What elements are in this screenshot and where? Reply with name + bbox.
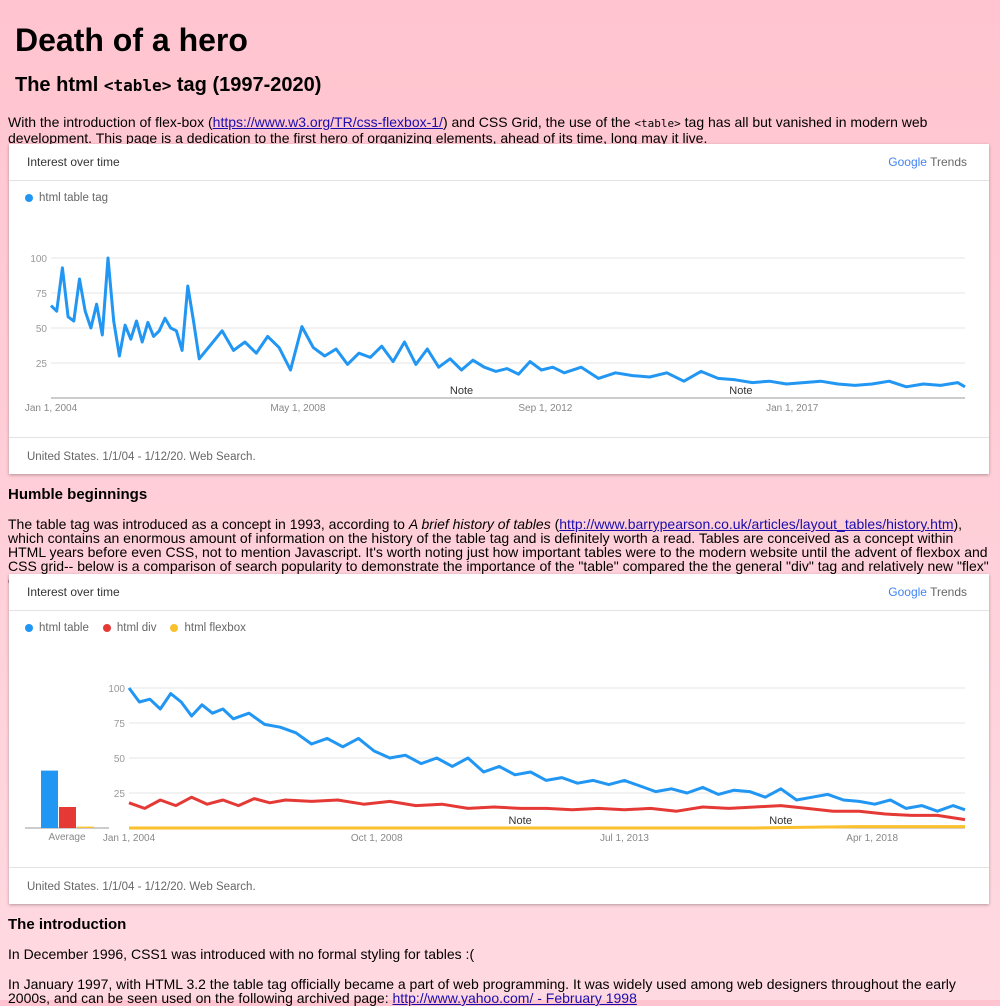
- legend-label: html table: [39, 622, 89, 634]
- legend-dot-icon: [102, 624, 111, 632]
- chart-1-plot[interactable]: 25 50 75 100 Jan 1, 2004 May 1, 2008 Sep 1, 20…: [9, 218, 989, 478]
- legend-label: html flexbox: [184, 622, 246, 634]
- intro-text: With the introduction of flex-box (: [8, 114, 213, 130]
- x-tick-label: Sep 1, 2012: [518, 403, 572, 414]
- card-header: Interest over time Google Trends: [9, 144, 989, 181]
- card-footer: United States. 1/1/04 - 1/12/20. Web Sea…: [9, 867, 989, 904]
- intro-text: tag has all but vanished in modern web d…: [8, 114, 928, 146]
- legend-item[interactable]: html flexbox: [170, 622, 246, 634]
- legend-item[interactable]: html table: [25, 622, 89, 634]
- trends-wordmark: Trends: [930, 585, 967, 599]
- card-header: Interest over time Google Trends: [9, 574, 989, 611]
- legend-dot-icon: [25, 194, 33, 202]
- y-tick-label: 100: [108, 684, 125, 695]
- x-tick-label: Jul 1, 2013: [600, 833, 649, 844]
- legend-label: html table tag: [39, 192, 109, 204]
- trends-card-1: Interest over time Google Trends html ta…: [9, 144, 989, 474]
- x-tick-label: Apr 1, 2018: [846, 833, 898, 844]
- page-subtitle: The html <table> tag (1997-2020): [15, 74, 321, 97]
- legend-item[interactable]: html div: [102, 622, 157, 634]
- introduction-paragraph-2: In January 1997, with HTML 3.2 the table…: [8, 977, 993, 1005]
- card-footer-text: United States. 1/1/04 - 1/12/20. Web Sea…: [27, 451, 256, 463]
- legend-item[interactable]: html table tag: [25, 192, 108, 204]
- yahoo-archive-link[interactable]: http://www.yahoo.com/ - February 1998: [392, 990, 637, 1006]
- average-bar: [41, 770, 58, 828]
- average-label: Average: [48, 832, 86, 843]
- google-wordmark: Google: [888, 155, 927, 169]
- card-title: Interest over time: [27, 585, 120, 599]
- y-tick-label: 100: [30, 254, 47, 265]
- google-trends-logo[interactable]: Google Trends: [888, 155, 967, 169]
- chart-2-plot[interactable]: 25 50 75 100 Jan 1, 2004 Oct 1, 2008 Jul 1, 20…: [9, 648, 989, 908]
- section-heading-humble: Humble beginnings: [8, 486, 148, 503]
- average-bar: [77, 826, 94, 828]
- subtitle-code: <table>: [103, 76, 172, 95]
- series-line: [128, 795, 966, 822]
- humble-text: The table tag was introduced as a concep…: [8, 516, 409, 532]
- flexbox-spec-link[interactable]: https://www.w3.org/TR/css-flexbox-1/: [212, 114, 443, 130]
- page-title: Death of a hero: [15, 22, 248, 58]
- section-heading-introduction: The introduction: [8, 916, 127, 933]
- note-annotation: Note: [450, 385, 473, 397]
- x-tick-label: Jan 1, 2017: [766, 403, 819, 414]
- card-title: Interest over time: [27, 155, 120, 169]
- chart-legend: html table html div html flexbox: [25, 622, 246, 634]
- intro-text: ) and CSS Grid, the use of the: [442, 114, 635, 130]
- x-tick-label: Jan 1, 2004: [25, 403, 78, 414]
- x-tick-label: Jan 1, 2004: [103, 833, 156, 844]
- note-annotation: Note: [769, 815, 792, 827]
- average-bar: [59, 807, 76, 828]
- history-link[interactable]: http://www.barrypearson.co.uk/articles/l…: [559, 516, 954, 532]
- card-footer-text: United States. 1/1/04 - 1/12/20. Web Sea…: [27, 881, 256, 893]
- subtitle-text-pre: The html: [15, 74, 104, 96]
- book-title: A brief history of tables: [408, 516, 551, 532]
- humble-text: (: [550, 516, 560, 532]
- card-footer: United States. 1/1/04 - 1/12/20. Web Sea…: [9, 437, 989, 474]
- y-tick-label: 75: [36, 289, 48, 300]
- legend-dot-icon: [170, 624, 179, 632]
- note-annotation: Note: [729, 385, 752, 397]
- humble-paragraph: The table tag was introduced as a concep…: [8, 517, 993, 587]
- y-tick-label: 25: [36, 359, 48, 370]
- series-line: [129, 825, 965, 830]
- y-tick-label: 50: [36, 324, 48, 335]
- y-tick-label: 50: [114, 754, 126, 765]
- google-wordmark: Google: [888, 585, 927, 599]
- series-line: [49, 256, 966, 389]
- note-annotation: Note: [509, 815, 532, 827]
- x-tick-label: Oct 1, 2008: [351, 833, 403, 844]
- trends-wordmark: Trends: [930, 155, 967, 169]
- subtitle-text-post: tag (1997-2020): [171, 74, 322, 96]
- series-line: [127, 687, 966, 813]
- introduction-paragraph-1: In December 1996, CSS1 was introduced wi…: [8, 946, 475, 962]
- legend-label: html div: [116, 622, 157, 634]
- humble-text: ), which contains an enormous amount of …: [8, 516, 989, 587]
- trends-card-2: Interest over time Google Trends html ta…: [9, 574, 989, 904]
- x-tick-label: May 1, 2008: [270, 403, 325, 414]
- intro-paragraph: With the introduction of flex-box (https…: [8, 115, 993, 145]
- intro-code: <table>: [634, 117, 681, 130]
- google-trends-logo[interactable]: Google Trends: [888, 585, 967, 599]
- legend-dot-icon: [25, 624, 33, 632]
- y-tick-label: 75: [114, 719, 126, 730]
- y-tick-label: 25: [114, 789, 126, 800]
- chart-legend: html table tag: [25, 192, 108, 204]
